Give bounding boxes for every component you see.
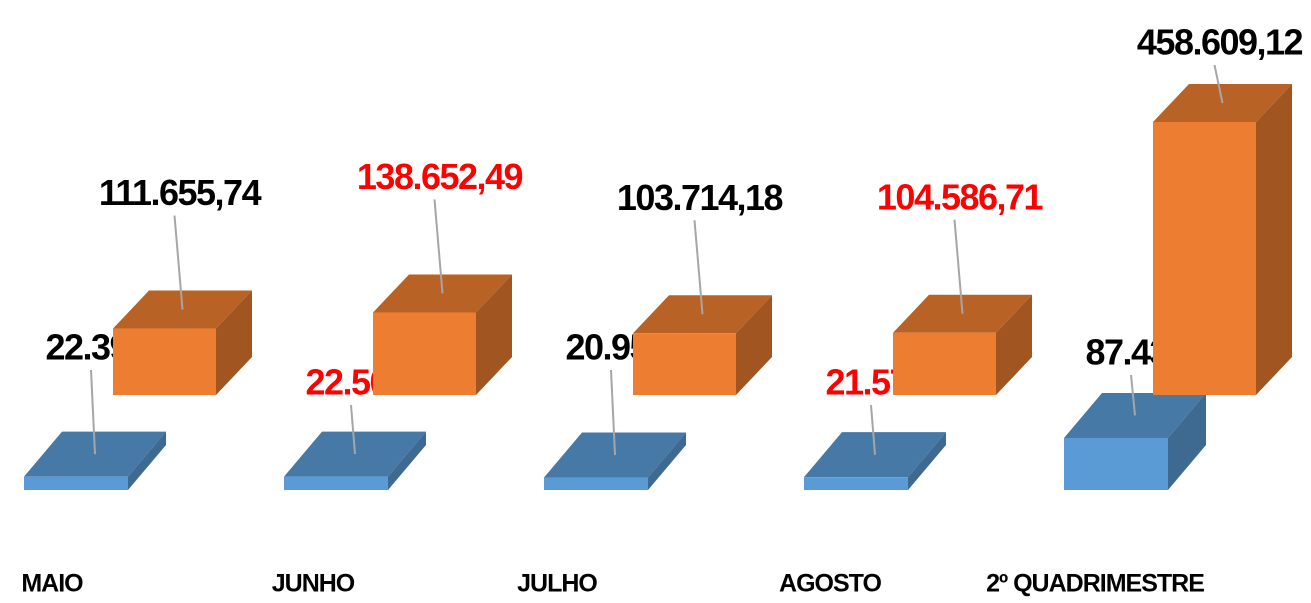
leader-line bbox=[693, 220, 704, 315]
data-label: 111.655,74 bbox=[99, 172, 262, 213]
bar-side bbox=[388, 431, 426, 490]
bar bbox=[24, 476, 128, 490]
leader-line bbox=[433, 199, 444, 294]
bar bbox=[893, 332, 996, 395]
bar bbox=[373, 312, 476, 395]
bar-side bbox=[216, 290, 252, 395]
leader-line bbox=[1130, 374, 1136, 416]
data-label: 138.652,49 bbox=[357, 156, 523, 197]
bar bbox=[1153, 122, 1256, 395]
bar-side bbox=[128, 431, 166, 490]
x-tick-label: JULHO bbox=[517, 570, 597, 598]
bar-side bbox=[476, 274, 512, 395]
data-label: 104.586,71 bbox=[877, 176, 1044, 217]
bar-side bbox=[908, 432, 946, 490]
data-label: 103.714,18 bbox=[617, 177, 783, 218]
bar bbox=[633, 333, 736, 395]
bar-side bbox=[1168, 392, 1206, 490]
bar-side bbox=[736, 295, 772, 395]
bar bbox=[284, 476, 388, 490]
bar-side bbox=[648, 432, 686, 490]
bar bbox=[1064, 437, 1168, 490]
leader-line bbox=[610, 369, 616, 456]
leader-line bbox=[870, 404, 876, 455]
x-tick-label: MAIO bbox=[21, 570, 83, 598]
leader-line bbox=[953, 219, 964, 314]
leader-line bbox=[173, 215, 184, 310]
leader-line bbox=[350, 404, 356, 455]
bar-side bbox=[996, 294, 1032, 395]
x-tick-label: 2º QUADRIMESTRE bbox=[986, 570, 1204, 598]
x-tick-label: AGOSTO bbox=[779, 570, 881, 598]
data-label: 458.609,12 bbox=[1137, 22, 1303, 63]
leader-line bbox=[90, 369, 96, 455]
bar bbox=[113, 328, 216, 395]
bar bbox=[804, 477, 908, 490]
x-tick-label: JUNHO bbox=[272, 570, 355, 598]
leader-line bbox=[1213, 64, 1224, 104]
bar-side bbox=[1256, 84, 1292, 395]
bar bbox=[544, 477, 648, 490]
